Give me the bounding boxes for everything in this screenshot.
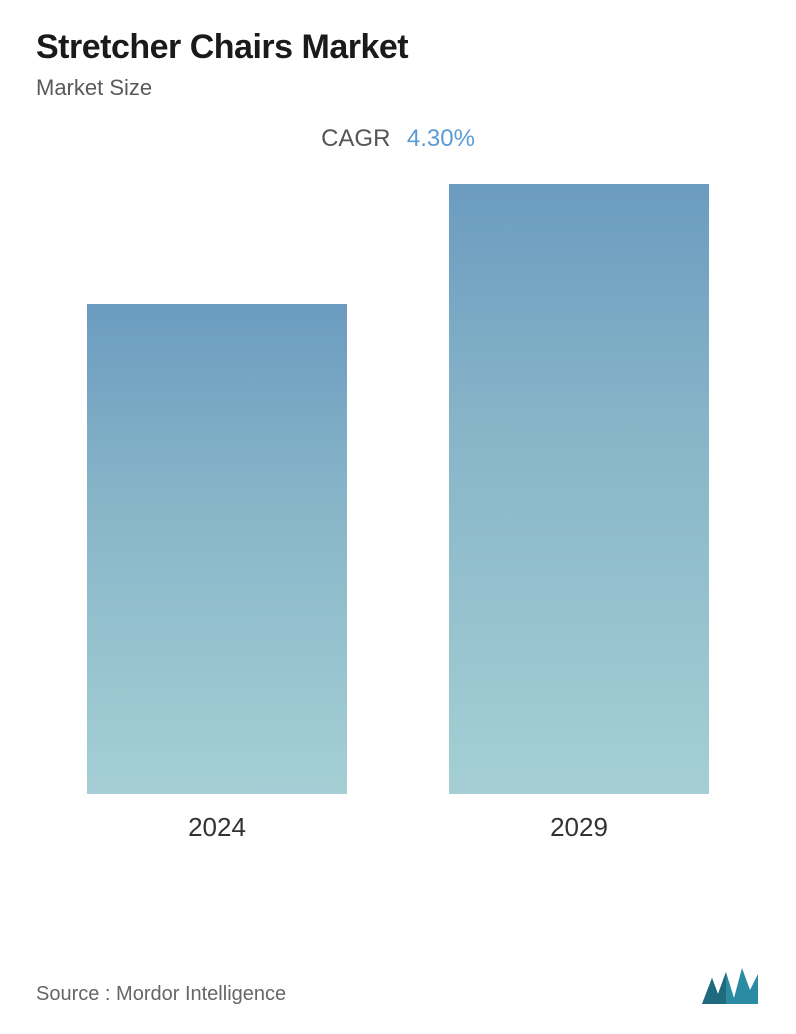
bar-2029: [449, 184, 709, 794]
chart-title: Stretcher Chairs Market: [36, 28, 760, 67]
footer: Source : Mordor Intelligence: [36, 966, 760, 1006]
chart-subtitle: Market Size: [36, 75, 760, 101]
bar-group-2024: 2024: [76, 304, 358, 843]
bar-label-2024: 2024: [188, 812, 246, 843]
chart-area: 2024 2029: [56, 203, 740, 883]
bar-2024: [87, 304, 347, 794]
cagr-value: 4.30%: [407, 125, 475, 152]
bar-label-2029: 2029: [550, 812, 608, 843]
bars-wrapper: 2024 2029: [56, 203, 740, 843]
cagr-row: CAGR 4.30%: [36, 125, 760, 153]
bar-group-2029: 2029: [438, 184, 720, 843]
cagr-label: CAGR: [321, 125, 390, 152]
logo-path-dark-icon: [702, 972, 726, 1004]
chart-container: Stretcher Chairs Market Market Size CAGR…: [0, 0, 796, 1034]
brand-logo-icon: [700, 966, 760, 1006]
source-text: Source : Mordor Intelligence: [36, 983, 286, 1006]
